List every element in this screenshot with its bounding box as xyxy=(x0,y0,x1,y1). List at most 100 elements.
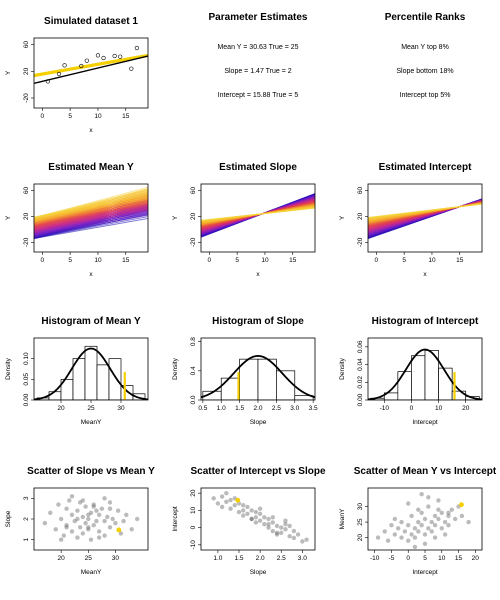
scatter-point xyxy=(422,532,428,537)
panel-params: Parameter Estimates Mean Y = 30.63 True =… xyxy=(209,12,308,99)
observed-point xyxy=(235,497,241,503)
x-tick-label: 15 xyxy=(122,113,130,120)
histogram-bar xyxy=(294,395,314,400)
histogram-bar xyxy=(84,345,98,400)
scatter-point xyxy=(129,527,134,532)
x-tick-label: 1.0 xyxy=(217,405,226,412)
scatter-point xyxy=(442,519,448,525)
scatter-point xyxy=(75,508,80,513)
data-point xyxy=(129,66,134,71)
scatter-point xyxy=(67,498,72,503)
scatter-point xyxy=(107,506,113,511)
panel-ranks: Percentile Ranks Mean Y top 8% Slope botto… xyxy=(385,12,466,99)
y-tick-label: 60 xyxy=(357,186,364,194)
scatter-point xyxy=(102,533,107,538)
x-tick-label: 25 xyxy=(87,405,95,412)
scatter-point xyxy=(249,508,254,513)
scatter-point xyxy=(91,523,96,528)
scatter-point xyxy=(392,516,398,522)
scatter-point xyxy=(291,535,297,541)
normal-density-curve xyxy=(34,347,148,400)
scatter-point xyxy=(56,502,61,507)
plot-area xyxy=(368,198,482,240)
x-axis-label: Intercept xyxy=(412,419,437,426)
true-line xyxy=(34,55,148,85)
x-axis-label: x xyxy=(423,271,427,278)
scatter-point xyxy=(75,535,80,540)
scatter-point xyxy=(219,504,225,510)
scatter-point xyxy=(466,519,471,525)
scatter-point xyxy=(399,519,404,525)
x-tick-label: 10 xyxy=(94,113,102,120)
y-tick-label: 30 xyxy=(357,503,364,511)
scatter-point xyxy=(287,534,292,539)
x-axis-label: MeanY xyxy=(81,419,102,426)
scatter-point xyxy=(283,518,288,523)
data-point xyxy=(95,53,101,58)
scatter-point xyxy=(64,506,69,511)
y-tick-label: 1 xyxy=(23,537,30,541)
scatter-point xyxy=(426,495,431,500)
scatter-point xyxy=(266,521,271,527)
scatter-point xyxy=(121,518,126,524)
scatter-point xyxy=(429,519,434,525)
scatter-point xyxy=(86,525,91,530)
plot-area xyxy=(34,345,148,400)
scatter-point xyxy=(436,507,441,512)
x-tick-label: 15 xyxy=(289,257,297,264)
plot-area xyxy=(368,348,482,400)
x-tick-label: -10 xyxy=(380,405,390,412)
stat-line: Mean Y top 8% xyxy=(401,44,449,51)
scatter-point xyxy=(241,508,246,513)
x-tick-label: 3.0 xyxy=(290,405,299,412)
scatter-point xyxy=(134,516,140,522)
y-tick-label: 20 xyxy=(23,67,30,75)
scatter-point xyxy=(274,532,280,537)
scatter-point xyxy=(224,499,229,504)
scatter-point xyxy=(86,512,91,518)
y-axis-label: Slope xyxy=(5,510,12,527)
scatter-point xyxy=(419,523,424,528)
regression-line xyxy=(34,204,148,227)
y-tick-label: 0.8 xyxy=(190,337,197,346)
x-axis-label: Slope xyxy=(250,419,267,426)
scatter-point xyxy=(241,503,246,508)
panel-hist-slope: Histogram of Slope 0.5 1.0 1.5 2.0 2.5 3.0 3.5 0… xyxy=(172,316,318,426)
x-tick-label: 15 xyxy=(122,257,130,264)
chart-title: Scatter of Intercept vs Slope xyxy=(190,466,325,477)
plot-area xyxy=(34,186,148,240)
scatter-point xyxy=(245,504,250,510)
scatter-point xyxy=(86,527,91,532)
scatter-point xyxy=(99,506,105,511)
data-point xyxy=(45,79,51,84)
scatter-point xyxy=(452,516,458,522)
scatter-point xyxy=(61,533,67,538)
scatter-point xyxy=(412,526,418,531)
y-axis-label: Density xyxy=(5,357,12,379)
x-tick-label: 2.0 xyxy=(256,555,265,562)
scatter-point xyxy=(270,528,275,534)
regression-line xyxy=(34,197,148,219)
y-tick-label: 0.00 xyxy=(23,393,30,406)
x-tick-label: 0 xyxy=(410,405,414,412)
regression-line xyxy=(34,211,148,235)
scatter-point xyxy=(257,506,263,511)
histogram-bar xyxy=(220,377,240,400)
x-tick-label: 0 xyxy=(41,257,45,264)
scatter-point xyxy=(300,539,305,544)
x-axis-label: x xyxy=(256,271,260,278)
histogram-bar xyxy=(96,364,110,400)
x-tick-label: 0 xyxy=(41,113,45,120)
y-tick-label: 20 xyxy=(190,212,197,220)
regression-line xyxy=(34,213,148,235)
data-point xyxy=(84,58,89,63)
chart-title: Parameter Estimates xyxy=(209,12,308,23)
scatter-point xyxy=(274,523,280,529)
regression-line xyxy=(34,203,148,225)
x-tick-label: 10 xyxy=(435,405,443,412)
y-tick-label: 20 xyxy=(357,212,364,220)
histogram-bar xyxy=(108,358,122,400)
x-tick-label: 10 xyxy=(428,257,436,264)
x-tick-label: -5 xyxy=(389,555,395,562)
scatter-point xyxy=(432,513,438,519)
